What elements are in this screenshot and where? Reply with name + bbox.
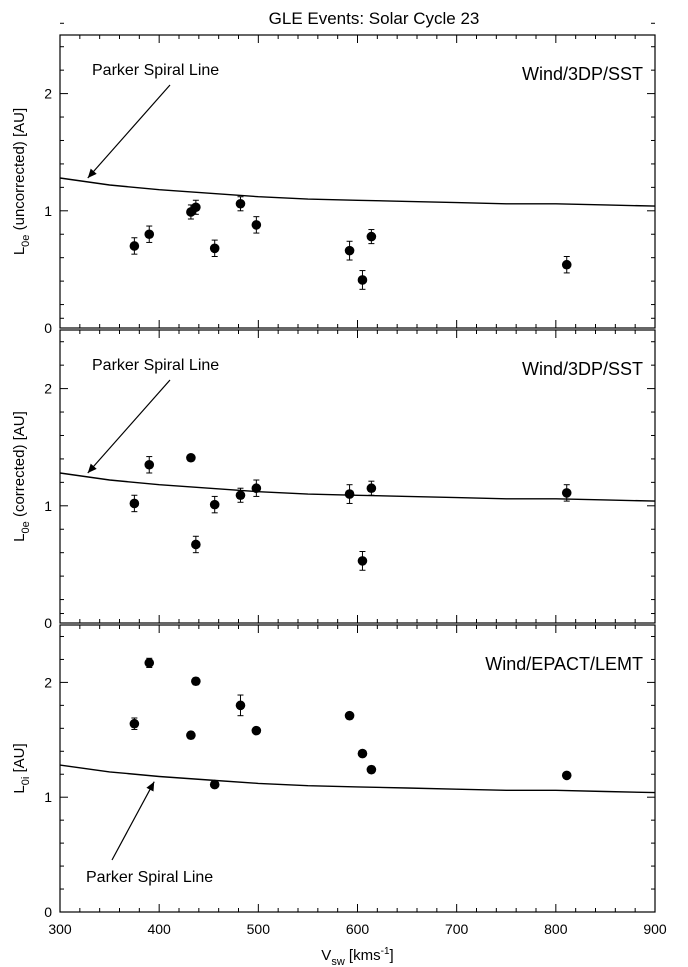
data-point xyxy=(209,243,220,254)
y-axis-label: L0i [AU] xyxy=(11,743,32,793)
data-point xyxy=(366,231,377,242)
panel-top: 0 1 2 L0e (uncorrected) [AU] Wind/3DP/SST Par… xyxy=(11,22,656,336)
parker-spiral-annotation: Parker Spiral Line xyxy=(92,62,219,79)
y-tick-label: 0 xyxy=(44,320,52,336)
data-point xyxy=(561,488,572,498)
parker-spiral-line xyxy=(59,177,656,207)
annotation-arrow-head xyxy=(146,781,155,792)
x-tick-label: 300 xyxy=(48,921,72,937)
data-point xyxy=(251,483,262,494)
data-point xyxy=(209,499,220,510)
data-point xyxy=(357,748,368,759)
data-point xyxy=(209,779,220,790)
y-axis-label: L0e (uncorrected) [AU] xyxy=(11,108,32,255)
data-point xyxy=(561,259,572,270)
parker-spiral-annotation: Parker Spiral Line xyxy=(92,357,219,374)
y-tick-label: 1 xyxy=(44,203,52,219)
annotation-arrow xyxy=(111,781,155,861)
data-point xyxy=(235,490,246,501)
annotation-arrow-head xyxy=(87,168,97,178)
data-point xyxy=(251,725,262,736)
y-tick-label: 2 xyxy=(44,674,52,690)
parker-spiral-line xyxy=(59,764,656,794)
data-point xyxy=(344,245,355,256)
panel-middle: 0 1 2 L0e (corrected) [AU] Wind/3DP/SST Parke… xyxy=(11,317,656,631)
x-tick-label: 800 xyxy=(544,921,568,937)
panel-bottom: 0 1 2 L0i [AU] Wind/EPACT/LEMT Parker Spiral … xyxy=(11,613,667,967)
x-tick-label: 700 xyxy=(445,921,469,937)
data-point xyxy=(235,198,246,209)
data-point xyxy=(366,764,377,775)
y-tick-label: 1 xyxy=(44,789,52,805)
panels: 0 1 2 L0e (uncorrected) [AU] Wind/3DP/SST Par… xyxy=(11,22,667,967)
annotation-arrow-head xyxy=(87,463,97,473)
data-point xyxy=(251,220,262,230)
data-point xyxy=(344,710,355,721)
data-point xyxy=(357,275,368,285)
y-tick-label: 2 xyxy=(44,86,52,102)
data-point xyxy=(235,700,246,711)
y-tick-label: 0 xyxy=(44,615,52,631)
instrument-label: Wind/3DP/SST xyxy=(522,64,643,84)
data-point xyxy=(186,730,196,741)
data-point xyxy=(186,452,196,463)
x-tick-label: 500 xyxy=(247,921,271,937)
x-tick-label: 400 xyxy=(147,921,171,937)
data-point xyxy=(129,498,140,509)
figure-title: GLE Events: Solar Cycle 23 xyxy=(269,9,480,28)
x-tick-label: 900 xyxy=(643,921,667,937)
data-point xyxy=(191,676,201,687)
x-axis-label: Vsw [kms-1] xyxy=(321,946,393,967)
y-tick-label: 0 xyxy=(44,904,52,920)
data-point xyxy=(129,241,140,251)
data-point xyxy=(191,202,201,213)
annotation-arrow xyxy=(87,379,171,474)
annotation-arrow xyxy=(87,84,171,179)
data-point xyxy=(144,658,155,668)
data-point xyxy=(357,556,368,566)
data-point xyxy=(144,229,155,240)
x-tick-label: 600 xyxy=(346,921,370,937)
data-point xyxy=(366,483,377,494)
instrument-label: Wind/EPACT/LEMT xyxy=(485,654,643,674)
data-point xyxy=(129,718,140,729)
data-point xyxy=(561,770,572,781)
y-tick-label: 2 xyxy=(44,381,52,397)
instrument-label: Wind/3DP/SST xyxy=(522,359,643,379)
y-tick-label: 1 xyxy=(44,498,52,514)
parker-spiral-annotation: Parker Spiral Line xyxy=(86,869,213,886)
data-point xyxy=(344,489,355,499)
y-axis-label: L0e (corrected) [AU] xyxy=(11,411,32,542)
parker-spiral-line xyxy=(59,472,656,502)
data-point xyxy=(144,459,155,470)
data-point xyxy=(191,539,201,550)
